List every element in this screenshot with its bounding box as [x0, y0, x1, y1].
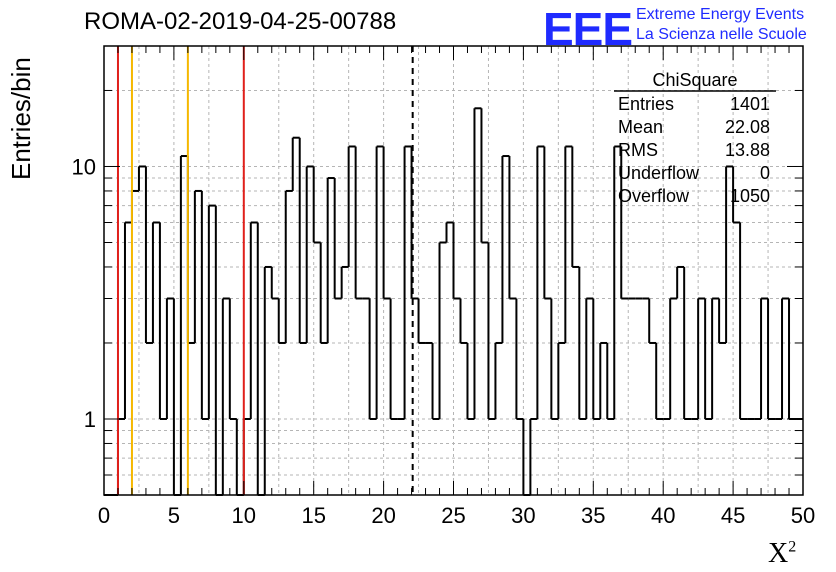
- x-tick-label: 45: [721, 503, 745, 528]
- x-tick-label: 20: [371, 503, 395, 528]
- stats-title: ChiSquare: [652, 70, 737, 90]
- chart-title: ROMA-02-2019-04-25-00788: [84, 8, 397, 35]
- stats-value: 22.08: [725, 117, 770, 137]
- x-tick-label: 50: [791, 503, 815, 528]
- x-tick-label: 35: [581, 503, 605, 528]
- logo-line-2: La Scienza nelle Scuole: [636, 26, 807, 43]
- x-tick-label: 0: [98, 503, 110, 528]
- y-tick-label: 1: [84, 407, 96, 432]
- x-tick-label: 10: [232, 503, 256, 528]
- stats-value: 1401: [730, 94, 770, 114]
- stats-label: Mean: [618, 117, 663, 137]
- x-tick-label: 30: [511, 503, 535, 528]
- x-tick-label: 25: [441, 503, 465, 528]
- stats-label: Entries: [618, 94, 674, 114]
- stats-label: Overflow: [618, 186, 690, 206]
- x-tick-label: 5: [168, 503, 180, 528]
- logo-line-1: Extreme Energy Events: [636, 6, 805, 23]
- stats-label: Underflow: [618, 163, 700, 183]
- x-tick-label: 15: [301, 503, 325, 528]
- stats-value: 13.88: [725, 140, 770, 160]
- stats-label: RMS: [618, 140, 658, 160]
- x-axis-label: X2: [768, 538, 797, 569]
- stats-value: 1050: [730, 186, 770, 206]
- x-tick-label: 40: [651, 503, 675, 528]
- stats-value: 0: [760, 163, 770, 183]
- y-tick-label: 10: [72, 154, 96, 179]
